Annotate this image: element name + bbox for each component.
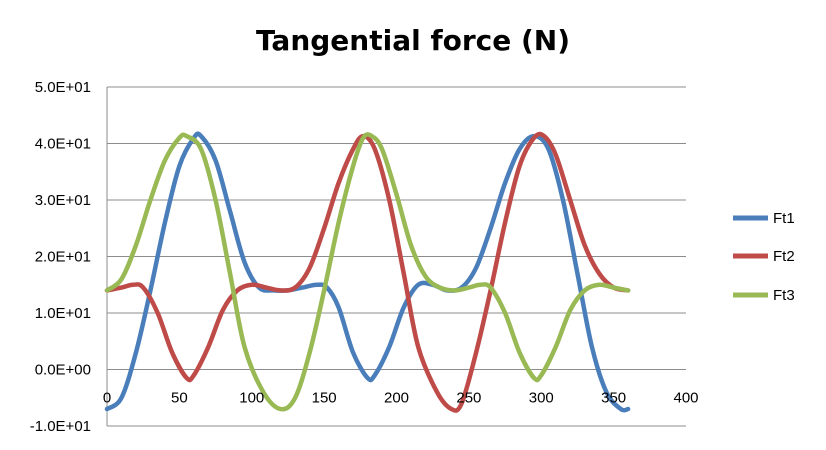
legend: Ft1 Ft2 Ft3 — [733, 210, 795, 304]
series-line-ft3 — [104, 132, 631, 412]
y-tick-label: 3.0E+01 — [35, 192, 91, 209]
y-tick-labels: -1.0E+01 0.0E+00 1.0E+01 2.0E+01 3.0E+01 4.0E… — [30, 79, 91, 435]
x-tick-label: 350 — [601, 390, 626, 407]
x-tick-label: 150 — [312, 390, 337, 407]
x-tick-label: 100 — [239, 390, 264, 407]
y-tick-label: 1.0E+01 — [35, 305, 91, 322]
x-tick-label: 400 — [673, 390, 698, 407]
x-tick-labels: 0 50 100 150 200 250 300 350 400 — [103, 390, 699, 407]
y-tick-label: -1.0E+01 — [30, 418, 91, 435]
y-tick-label: 2.0E+01 — [35, 249, 91, 266]
x-tick-label: 250 — [456, 390, 481, 407]
y-tick-label: 0.0E+00 — [35, 362, 91, 379]
y-tick-label: 4.0E+01 — [35, 136, 91, 153]
axes — [106, 87, 686, 426]
series-lines — [104, 131, 631, 413]
x-tick-label: 200 — [384, 390, 409, 407]
x-tick-label: 50 — [171, 390, 188, 407]
legend-label-ft1: Ft1 — [773, 210, 795, 227]
x-tick-label: 0 — [103, 390, 111, 407]
legend-label-ft3: Ft3 — [773, 287, 795, 304]
y-tick-label: 5.0E+01 — [35, 79, 91, 96]
x-tick-label: 300 — [529, 390, 554, 407]
series-line-ft1 — [104, 131, 631, 413]
chart-title: Tangential force (N) — [256, 24, 570, 57]
legend-label-ft2: Ft2 — [773, 248, 795, 265]
